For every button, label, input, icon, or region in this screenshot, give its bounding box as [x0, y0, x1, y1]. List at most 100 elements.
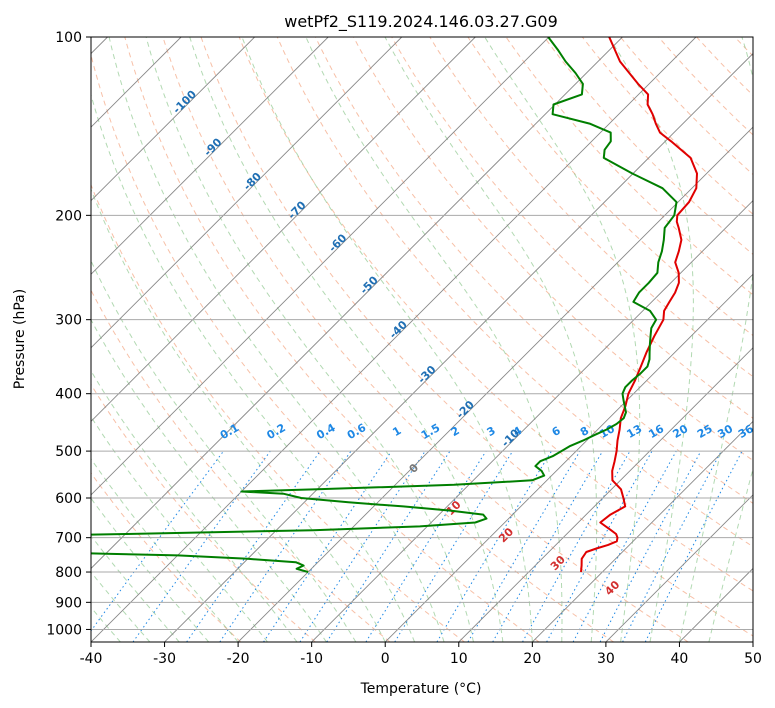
- moist-adiabat-label: 30: [548, 553, 568, 573]
- y-tick-label: 100: [55, 30, 82, 46]
- isotherm-line: [384, 273, 753, 642]
- mixing-ratio-line: [599, 450, 702, 642]
- dry-adiabat-line: [658, 37, 753, 136]
- moist-adiabat-line: [189, 37, 504, 642]
- y-tick-label: 500: [55, 444, 82, 460]
- y-tick-label: 700: [55, 531, 82, 547]
- x-tick-label: -40: [80, 651, 103, 667]
- moist-adiabat-line: [608, 37, 694, 642]
- y-tick-label: 300: [55, 313, 82, 329]
- x-axis-label: Temperature (°C): [360, 681, 482, 697]
- dry-adiabat-label: -100: [170, 87, 199, 116]
- dry-adiabat-line: [124, 37, 614, 642]
- isotherm-line: [91, 37, 623, 570]
- mixing-ratio-label: 0.2: [265, 421, 288, 442]
- x-axis-ticks: -40 -30 -20 -10 0 10 20 30 40 50: [80, 642, 762, 667]
- mixing-ratio-label: 13: [624, 422, 644, 441]
- x-tick-label: -20: [227, 651, 250, 667]
- dry-adiabat-line: [91, 53, 540, 642]
- moist-adiabat-line: [91, 369, 298, 642]
- y-tick-label: 200: [55, 208, 82, 224]
- moist-adiabat-line: [91, 259, 357, 642]
- dry-adiabat-label: -20: [454, 398, 477, 421]
- moist-adiabat-line: [484, 37, 641, 642]
- dry-adiabat-line: [91, 183, 465, 642]
- mixing-ratio-label: 2: [449, 424, 462, 439]
- dry-adiabat-label: -80: [241, 170, 264, 193]
- mixing-ratio-label: 0.1: [218, 421, 241, 442]
- moist-adiabat-line: [241, 37, 533, 642]
- mixing-ratio-label: 1: [390, 424, 403, 439]
- moist-adiabat-label: 40: [602, 578, 622, 598]
- dry-adiabat-line: [391, 37, 753, 419]
- y-axis-ticks: 100 200 300 400 500 600 700 800 900 1000: [46, 30, 91, 638]
- y-tick-label: 600: [55, 491, 82, 507]
- mixing-ratio-label: 3: [485, 424, 498, 439]
- moist-adiabat-line: [91, 457, 239, 642]
- dry-adiabat-line: [505, 37, 753, 296]
- dry-adiabat-line: [162, 37, 689, 642]
- y-tick-label: 800: [55, 565, 82, 581]
- dry-adiabat-line: [91, 289, 391, 642]
- dry-adiabat-label: -60: [326, 231, 349, 254]
- isotherm-line: [91, 37, 403, 349]
- mixing-ratio-line: [522, 450, 631, 642]
- dry-adiabat-line: [467, 37, 753, 337]
- dry-adiabat-label: -90: [201, 135, 224, 158]
- moist-adiabat-line: [145, 37, 474, 642]
- dry-adiabat-line: [353, 37, 753, 462]
- isotherm-line: [605, 494, 753, 642]
- x-tick-label: -10: [300, 651, 323, 667]
- x-tick-label: 0: [381, 651, 390, 667]
- temperature-profile: [580, 37, 698, 573]
- y-tick-label: 400: [55, 387, 82, 403]
- moist-adiabat-line: [91, 188, 386, 642]
- x-tick-label: 10: [450, 651, 468, 667]
- mixing-ratio-line: [572, 450, 677, 642]
- plot-frame: [90, 36, 754, 643]
- isotherm-line: [91, 37, 255, 202]
- mixing-ratio-line: [365, 450, 487, 642]
- dry-adiabat-line: [696, 37, 753, 96]
- mixing-ratio-line: [644, 450, 743, 642]
- mixing-ratio-line: [394, 450, 514, 642]
- dry-adiabat-line: [238, 37, 753, 592]
- mixing-ratio-line: [263, 450, 392, 642]
- mixing-ratio-line: [186, 450, 321, 642]
- x-tick-label: 50: [744, 651, 762, 667]
- sounding-profiles: [91, 37, 698, 573]
- moist-adiabat-line: [708, 467, 753, 642]
- mixing-ratio-line: [467, 450, 581, 642]
- mixing-ratio-label: 16: [646, 422, 666, 441]
- moist-adiabat-line: [305, 37, 563, 642]
- moist-adiabat-line: [384, 37, 598, 642]
- dry-adiabat-line: [734, 37, 753, 57]
- x-tick-label: 30: [597, 651, 615, 667]
- isotherm-line: [679, 567, 753, 642]
- dry-adiabat-line: [314, 37, 753, 504]
- mixing-ratio-line: [436, 450, 552, 642]
- mixing-ratio-line: [132, 450, 271, 642]
- dry-adiabat-line: [91, 472, 242, 642]
- dry-adiabat-line: [91, 383, 316, 642]
- y-tick-label: 1000: [46, 622, 82, 638]
- mixing-ratio-line: [219, 450, 352, 642]
- dry-adiabat-line: [276, 37, 753, 548]
- x-tick-label: 40: [671, 651, 689, 667]
- mixing-ratio-label: 25: [695, 422, 715, 441]
- moist-adiabat-line: [91, 497, 210, 642]
- moist-adiabat-line: [91, 571, 151, 642]
- moist-adiabat-label: 0: [407, 461, 422, 476]
- dry-adiabat-label: -70: [285, 198, 308, 221]
- y-tick-label: 900: [55, 595, 82, 611]
- isotherm-line: [458, 347, 753, 642]
- dry-adiabat-label: -30: [415, 363, 438, 386]
- dry-adiabat-line: [200, 37, 753, 637]
- mixing-ratio-label: 1.5: [419, 421, 442, 442]
- isotherm-line: [311, 200, 753, 642]
- mixing-ratio-line: [299, 450, 426, 642]
- mixing-ratio-label: 6: [550, 424, 563, 439]
- isotherm-line: [91, 37, 476, 422]
- dry-adiabat-line: [429, 37, 753, 378]
- isotherm-line: [91, 37, 697, 642]
